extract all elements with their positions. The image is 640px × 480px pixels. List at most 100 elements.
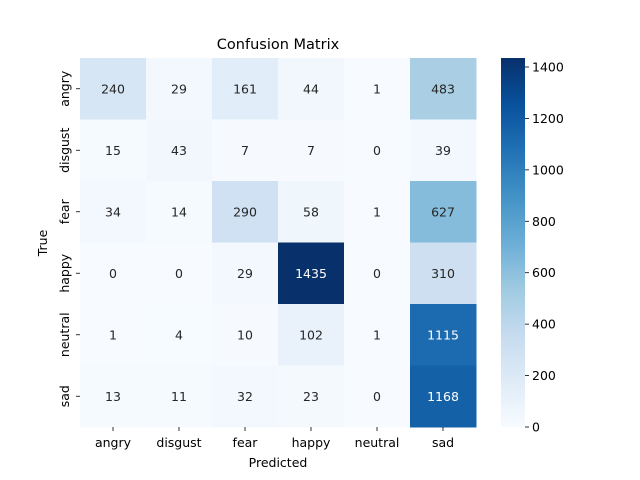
x-tick-label: happy (292, 435, 331, 450)
heatmap-cell (80, 181, 147, 243)
colorbar-tick-label: 400 (532, 317, 556, 332)
cell-value-label: 13 (105, 389, 121, 404)
y-tick-label: angry (57, 70, 72, 107)
x-tick-label: neutral (355, 435, 400, 450)
x-axis: angry disgust fear happy neutral sad (95, 427, 454, 450)
colorbar-tick-label: 1400 (532, 60, 564, 75)
cell-value-label: 161 (233, 81, 257, 96)
heatmap-cell (146, 181, 213, 243)
cell-value-label: 240 (101, 81, 125, 96)
cell-value-label: 0 (373, 389, 381, 404)
cell-value-label: 58 (303, 204, 319, 219)
heatmap-cells (80, 58, 477, 428)
x-tick-label: fear (233, 435, 259, 450)
y-axis-label: True (35, 229, 50, 257)
cell-value-label: 1115 (427, 327, 459, 342)
y-tick-label: sad (57, 385, 72, 407)
cell-value-label: 483 (431, 81, 455, 96)
heatmap-cell (344, 304, 411, 366)
heatmap-cell (212, 119, 279, 182)
heatmap-cell (278, 181, 345, 243)
heatmap-cell (410, 119, 477, 182)
cell-value-label: 627 (431, 204, 455, 219)
cell-value-label: 44 (303, 81, 319, 96)
cell-value-label: 1435 (295, 266, 327, 281)
colorbar-tick-label: 800 (532, 214, 556, 229)
cell-value-label: 1 (373, 81, 381, 96)
cell-value-label: 43 (171, 143, 187, 158)
cell-value-label: 0 (373, 143, 381, 158)
cell-value-label: 29 (237, 266, 253, 281)
cell-value-label: 7 (307, 143, 315, 158)
cell-value-label: 102 (299, 327, 323, 342)
cell-value-label: 1 (373, 327, 381, 342)
heatmap-cell (410, 242, 477, 305)
y-tick-label: happy (57, 253, 72, 292)
heatmap-cell (344, 119, 411, 182)
colorbar-ticks: 0 200 400 600 800 1000 1200 1400 (525, 60, 564, 435)
heatmap-cell (80, 304, 147, 366)
heatmap-cell (146, 58, 213, 120)
x-axis-label: Predicted (249, 455, 308, 470)
cell-value-label: 0 (175, 266, 183, 281)
cell-value-label: 39 (435, 143, 451, 158)
x-tick-label: angry (95, 435, 132, 450)
heatmap-cell (344, 181, 411, 243)
colorbar (501, 58, 525, 427)
y-axis: angry disgust fear happy neutral sad (57, 70, 80, 407)
heatmap-cell (410, 58, 477, 120)
cell-value-label: 290 (233, 204, 257, 219)
cell-value-label: 4 (175, 327, 183, 342)
heatmap-cell (212, 58, 279, 120)
cell-value-label: 14 (171, 204, 187, 219)
cell-value-label: 10 (237, 327, 253, 342)
colorbar-tick-label: 600 (532, 265, 556, 280)
heatmap-cell (80, 58, 147, 120)
heatmap-cell (278, 365, 345, 428)
colorbar-tick-label: 200 (532, 368, 556, 383)
heatmap-cell (212, 365, 279, 428)
y-tick-label: disgust (57, 128, 72, 173)
heatmap-cell (278, 119, 345, 182)
cell-value-label: 23 (303, 389, 319, 404)
colorbar-tick-label: 1000 (532, 162, 564, 177)
heatmap-cell (344, 242, 411, 305)
heatmap-cell (278, 242, 345, 305)
y-tick-label: neutral (57, 312, 72, 357)
cell-value-label: 11 (171, 389, 187, 404)
heatmap-cell (80, 242, 147, 305)
heatmap-cell (410, 365, 477, 428)
cell-value-label: 34 (105, 204, 121, 219)
heatmap-cell (80, 119, 147, 182)
colorbar-tick-label: 0 (532, 420, 540, 435)
heatmap-cell (212, 181, 279, 243)
heatmap-cell (80, 365, 147, 428)
cell-value-label: 0 (373, 266, 381, 281)
y-tick-label: fear (57, 198, 72, 224)
cell-value-label: 32 (237, 389, 253, 404)
colorbar-tick-label: 1200 (532, 111, 564, 126)
x-tick-label: sad (432, 435, 454, 450)
heatmap-cell (410, 304, 477, 366)
heatmap-cell (278, 304, 345, 366)
heatmap-cell (344, 365, 411, 428)
cell-value-label: 29 (171, 81, 187, 96)
heatmap-cell (146, 119, 213, 182)
heatmap-cell (344, 58, 411, 120)
x-tick-label: disgust (156, 435, 201, 450)
heatmap-cell (146, 242, 213, 305)
cell-value-label: 1168 (427, 389, 459, 404)
heatmap-cell (410, 181, 477, 243)
chart-title: Confusion Matrix (217, 37, 340, 53)
cell-value-label: 1 (373, 204, 381, 219)
cell-value-label: 7 (241, 143, 249, 158)
cell-value-label: 1 (109, 327, 117, 342)
cell-value-label: 15 (105, 143, 121, 158)
heatmap-cell (212, 242, 279, 305)
heatmap-cell (146, 304, 213, 366)
cell-value-label: 0 (109, 266, 117, 281)
heatmap-cell (212, 304, 279, 366)
heatmap-cell (146, 365, 213, 428)
